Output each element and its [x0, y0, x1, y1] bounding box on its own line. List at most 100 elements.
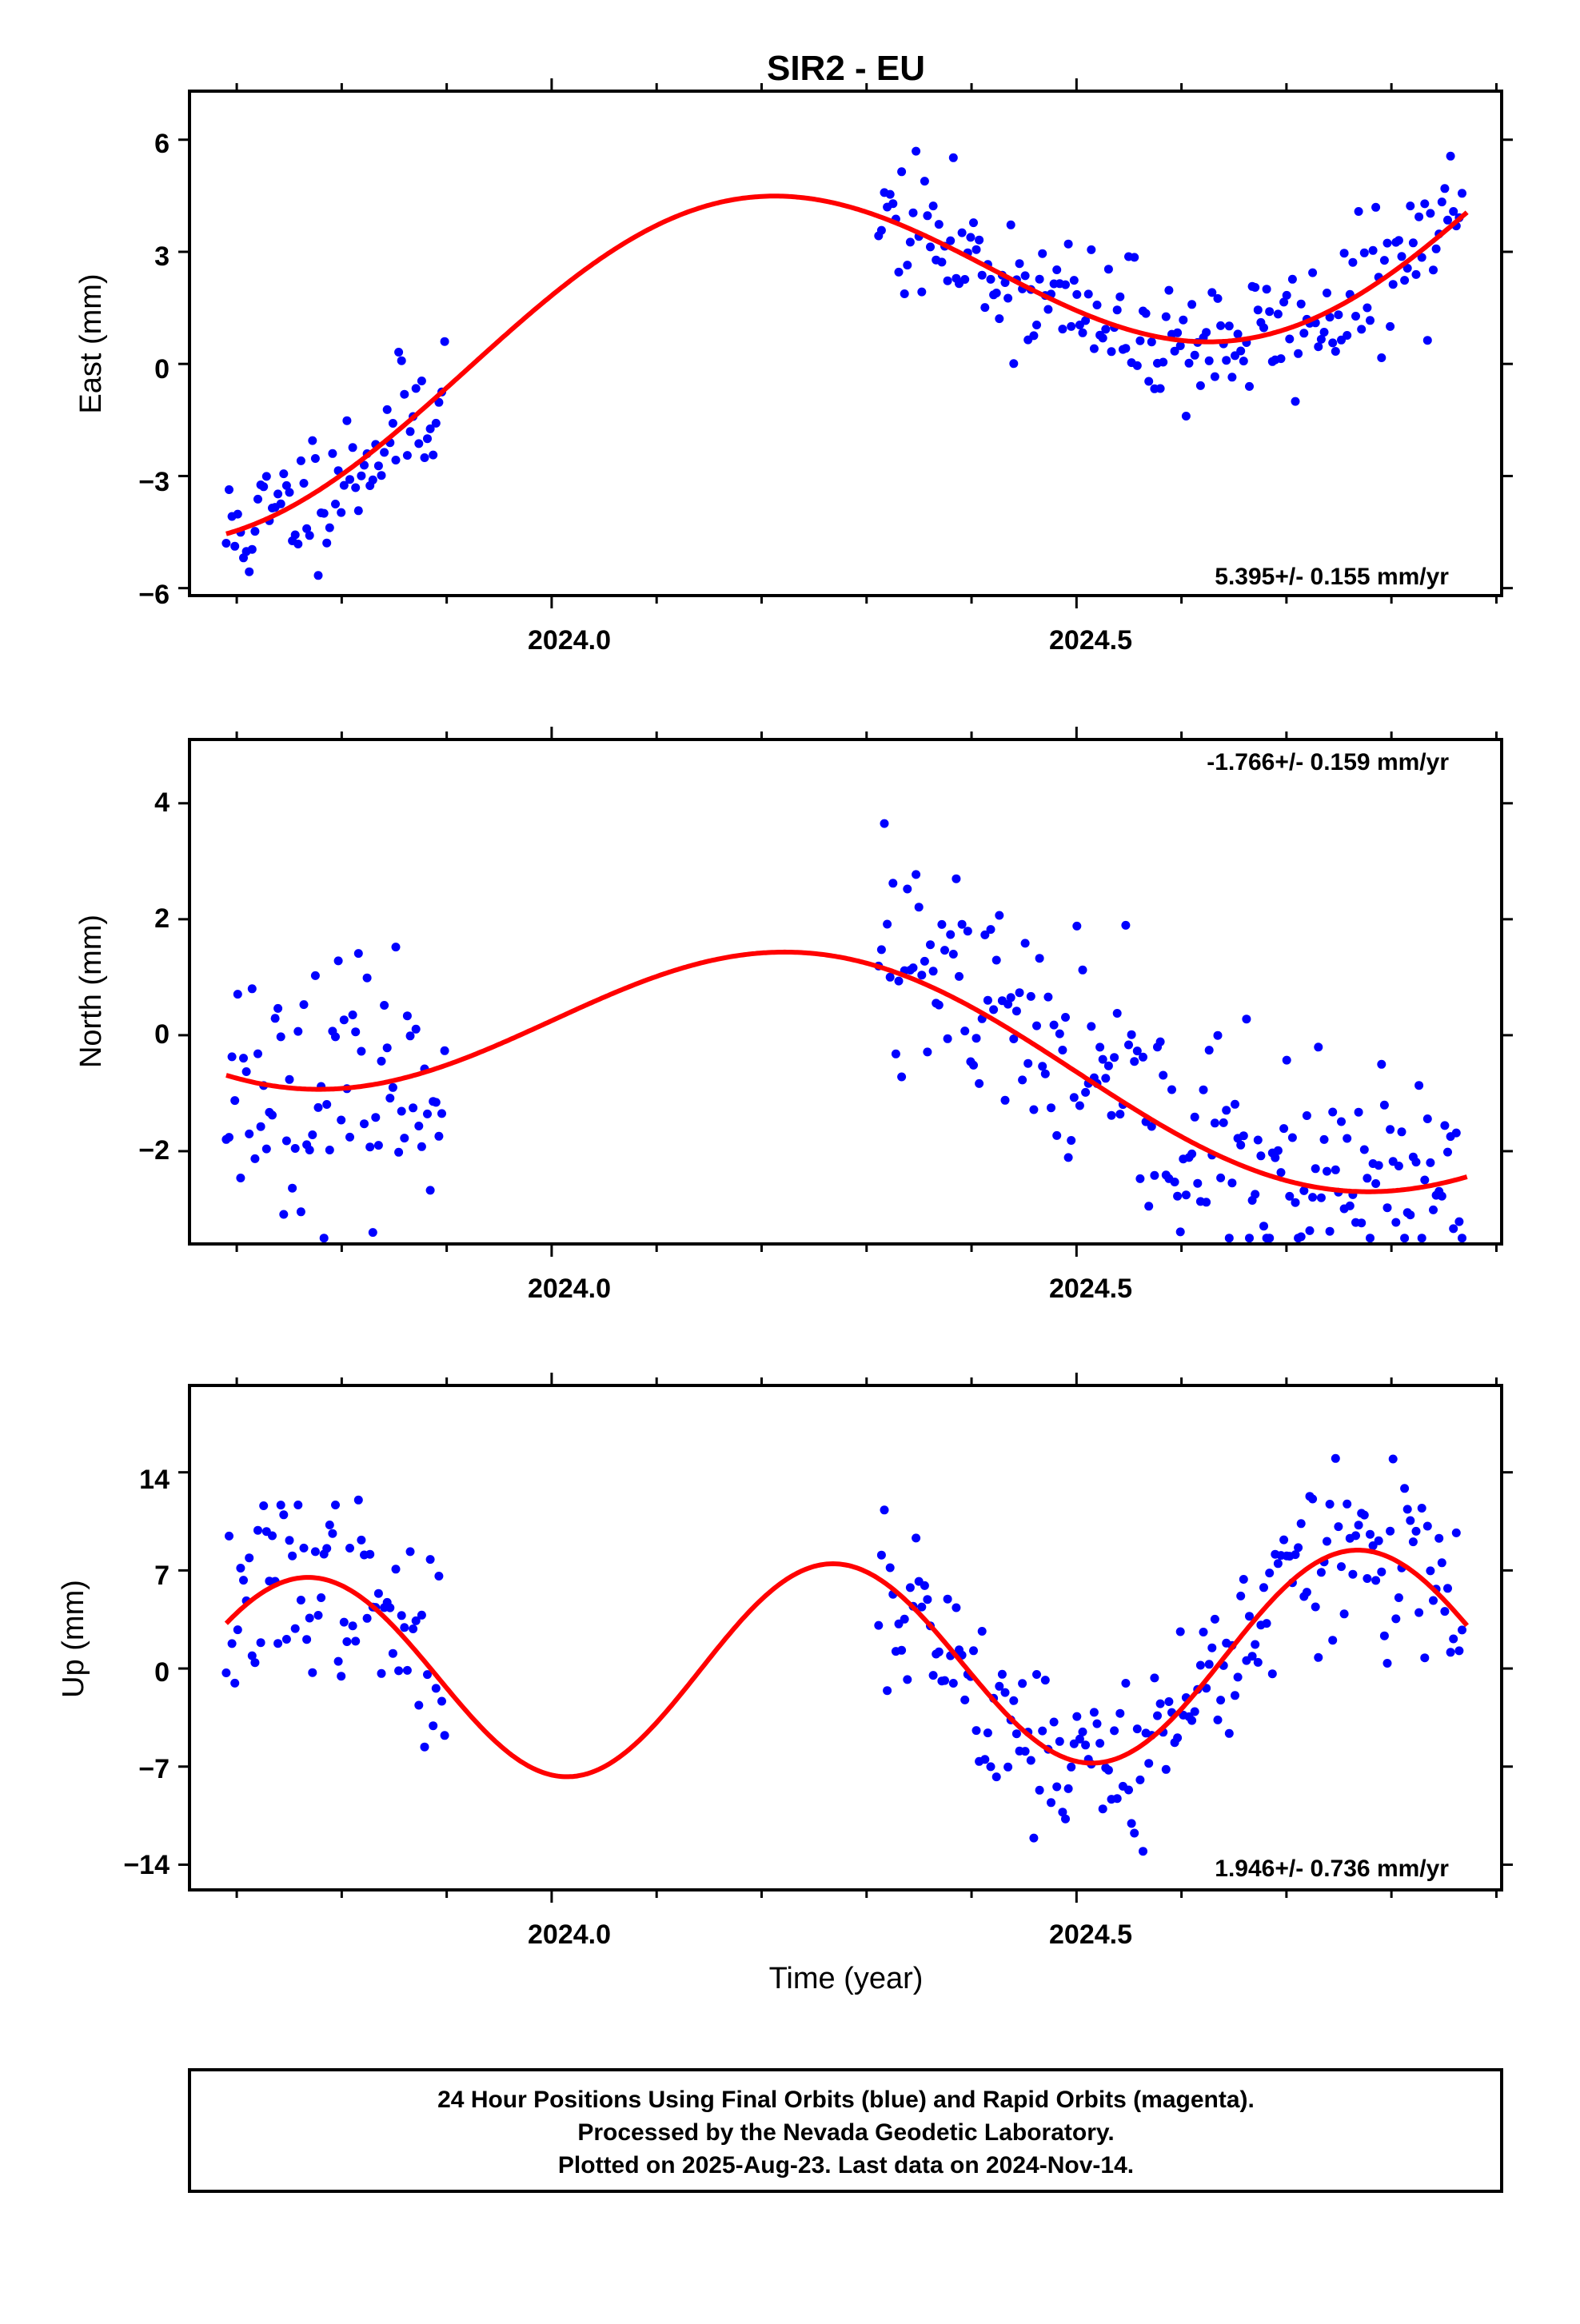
- data-point: [1038, 1062, 1047, 1071]
- data-point: [279, 469, 289, 479]
- data-point: [328, 448, 337, 458]
- data-point: [1420, 1653, 1430, 1663]
- data-point: [1167, 1085, 1176, 1094]
- east-ytick-label: 6: [154, 129, 170, 159]
- data-point: [1354, 207, 1363, 216]
- data-point: [1394, 236, 1403, 245]
- data-point: [1319, 328, 1329, 337]
- data-point: [1227, 373, 1237, 382]
- data-point: [1179, 315, 1188, 325]
- data-point: [357, 1535, 366, 1545]
- data-point: [362, 973, 372, 983]
- data-point: [1018, 1075, 1027, 1085]
- data-point: [1267, 1669, 1277, 1679]
- data-point: [1279, 1124, 1289, 1134]
- data-point: [1061, 1814, 1070, 1824]
- east-ytick-label: 3: [154, 241, 170, 272]
- data-point: [423, 1670, 432, 1680]
- data-point: [276, 499, 285, 508]
- data-point: [1259, 1222, 1268, 1231]
- data-point: [339, 1617, 349, 1627]
- data-point: [1273, 1146, 1283, 1155]
- data-point: [290, 1144, 300, 1153]
- data-point: [940, 946, 949, 955]
- data-point: [362, 1613, 372, 1623]
- data-point: [1331, 347, 1340, 356]
- data-point: [402, 1011, 412, 1021]
- data-point: [885, 189, 895, 199]
- east-xtick-label: 2024.0: [528, 625, 611, 656]
- data-point: [1115, 1708, 1125, 1718]
- data-point: [1273, 1559, 1283, 1569]
- data-point: [1112, 1794, 1122, 1804]
- east-rate-annotation: 5.395+/- 0.155 mm/yr: [1215, 564, 1449, 590]
- data-point: [1069, 1093, 1079, 1102]
- data-point: [1067, 1762, 1076, 1772]
- data-point: [414, 1122, 424, 1130]
- data-point: [353, 506, 363, 516]
- data-point: [1035, 954, 1044, 963]
- data-point: [1236, 1591, 1246, 1600]
- data-point: [1187, 1716, 1197, 1725]
- data-point: [1443, 1584, 1452, 1593]
- data-point: [1247, 1652, 1257, 1661]
- data-point: [928, 967, 938, 976]
- data-point: [1351, 1531, 1360, 1541]
- footer-line-1: 24 Hour Positions Using Final Orbits (bl…: [437, 2087, 1255, 2113]
- data-point: [1406, 201, 1415, 211]
- data-point: [920, 177, 929, 186]
- data-point: [1417, 1234, 1426, 1243]
- data-point: [1446, 151, 1455, 161]
- data-point: [1359, 1145, 1369, 1154]
- data-point: [1049, 1020, 1059, 1030]
- data-point: [353, 1495, 363, 1505]
- data-point: [373, 461, 383, 471]
- data-point: [1363, 303, 1372, 313]
- data-point: [1173, 328, 1183, 337]
- data-point: [917, 1602, 927, 1612]
- data-point: [1262, 285, 1271, 294]
- data-point: [1379, 256, 1389, 265]
- data-point: [345, 1132, 354, 1142]
- data-point: [1072, 921, 1082, 931]
- data-point: [434, 397, 444, 407]
- data-point: [440, 1046, 449, 1055]
- data-point: [296, 456, 305, 465]
- data-point: [1224, 1234, 1234, 1243]
- data-point: [411, 1024, 421, 1034]
- data-point: [239, 1054, 248, 1063]
- data-point: [1371, 1576, 1381, 1585]
- data-point: [1029, 1105, 1039, 1114]
- data-point: [1227, 1178, 1237, 1188]
- data-point: [293, 540, 303, 548]
- data-point: [261, 472, 271, 481]
- data-point: [1279, 297, 1289, 307]
- data-point: [1035, 274, 1044, 284]
- data-point: [1173, 1191, 1183, 1201]
- data-point: [382, 405, 392, 414]
- data-point: [1029, 1833, 1039, 1843]
- data-point: [937, 919, 947, 929]
- data-point: [914, 903, 924, 912]
- data-point: [1449, 207, 1458, 216]
- data-point: [885, 972, 895, 982]
- data-point: [1449, 1634, 1458, 1644]
- data-point: [305, 1146, 314, 1154]
- data-point: [1204, 356, 1214, 365]
- data-point: [1411, 269, 1421, 279]
- data-point: [425, 1186, 435, 1195]
- data-point: [402, 1665, 412, 1675]
- data-point: [1130, 1057, 1139, 1066]
- data-point: [1190, 1112, 1199, 1122]
- data-point: [225, 1531, 233, 1541]
- east-ytick-label: −3: [138, 467, 170, 497]
- data-point: [1193, 1178, 1203, 1188]
- footer-line-2: Processed by the Nevada Geodetic Laborat…: [577, 2119, 1114, 2146]
- data-point: [1417, 1504, 1426, 1513]
- data-point: [288, 1183, 297, 1193]
- data-point: [1337, 1562, 1346, 1572]
- data-point: [351, 1027, 361, 1037]
- data-point: [1316, 1193, 1326, 1202]
- data-point: [1055, 1029, 1064, 1038]
- data-point: [1032, 1670, 1041, 1679]
